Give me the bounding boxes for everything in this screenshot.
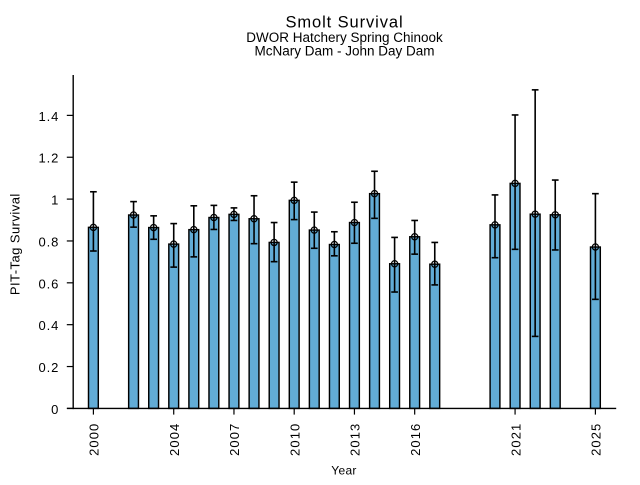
svg-text:2025: 2025 [589, 423, 604, 456]
svg-text:0.8: 0.8 [39, 234, 60, 249]
svg-text:2016: 2016 [408, 423, 423, 456]
svg-text:McNary Dam - John Day Dam: McNary Dam - John Day Dam [254, 44, 434, 59]
svg-text:0.4: 0.4 [39, 318, 60, 333]
svg-text:PIT-Tag Survival: PIT-Tag Survival [8, 193, 23, 295]
svg-text:2013: 2013 [348, 423, 363, 456]
svg-text:2004: 2004 [167, 423, 182, 456]
svg-text:2021: 2021 [508, 423, 523, 456]
svg-text:1.2: 1.2 [39, 151, 60, 166]
svg-text:DWOR Hatchery Spring Chinook: DWOR Hatchery Spring Chinook [246, 30, 443, 45]
svg-text:0: 0 [51, 402, 59, 417]
svg-text:1.4: 1.4 [39, 109, 60, 124]
svg-text:2010: 2010 [287, 423, 302, 456]
svg-text:0.2: 0.2 [39, 360, 60, 375]
svg-text:2007: 2007 [227, 423, 242, 456]
svg-text:0.6: 0.6 [39, 276, 60, 291]
svg-text:Year: Year [331, 463, 356, 477]
svg-text:Smolt Survival: Smolt Survival [285, 14, 403, 32]
svg-text:1: 1 [51, 193, 59, 208]
svg-text:2000: 2000 [87, 423, 102, 456]
